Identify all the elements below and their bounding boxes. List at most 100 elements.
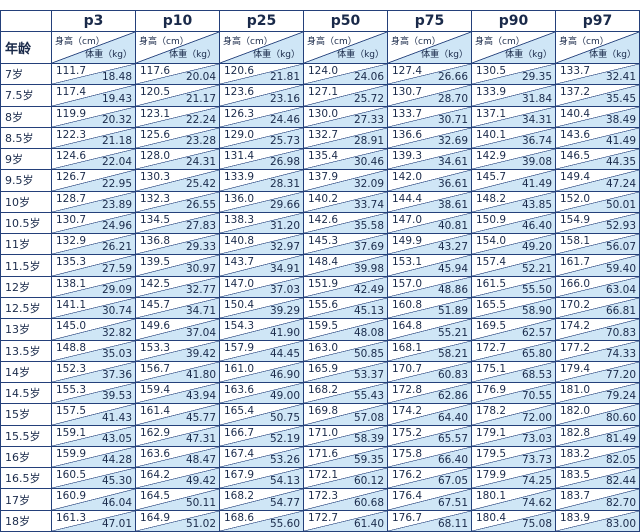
data-cell: 155.3 39.53 bbox=[52, 383, 136, 405]
height-value: 171.6 bbox=[308, 447, 339, 460]
age-cell: 17岁 bbox=[0, 489, 52, 511]
height-value: 135.3 bbox=[56, 256, 87, 269]
data-cell: 182.8 81.49 bbox=[556, 425, 640, 447]
height-value: 171.0 bbox=[308, 426, 339, 439]
height-value: 174.2 bbox=[560, 320, 591, 333]
height-value: 141.1 bbox=[56, 299, 87, 311]
height-value: 140.8 bbox=[224, 235, 255, 248]
weight-value: 37.04 bbox=[185, 326, 216, 339]
weight-value: 52.21 bbox=[521, 262, 552, 275]
weight-value: 45.77 bbox=[185, 411, 216, 424]
height-value: 125.6 bbox=[140, 128, 171, 141]
data-cell: 159.1 43.05 bbox=[52, 425, 136, 447]
weight-value: 28.91 bbox=[353, 135, 384, 148]
age-cell: 16岁 bbox=[0, 446, 52, 469]
data-cell: 176.9 70.55 bbox=[472, 383, 556, 405]
age-cell: 16.5岁 bbox=[0, 468, 52, 490]
weight-value: 46.04 bbox=[101, 496, 132, 509]
data-cell: 152.0 50.01 bbox=[556, 191, 640, 213]
height-value: 117.6 bbox=[140, 65, 171, 77]
weight-value: 42.49 bbox=[353, 283, 384, 296]
data-cell: 157.4 52.21 bbox=[472, 255, 556, 277]
height-value: 170.2 bbox=[560, 299, 591, 311]
data-cell: 176.2 67.05 bbox=[388, 468, 472, 490]
data-cell: 126.7 22.95 bbox=[52, 170, 136, 192]
height-value: 133.7 bbox=[560, 65, 591, 77]
weight-value: 44.28 bbox=[101, 454, 132, 467]
height-value: 137.1 bbox=[476, 107, 507, 120]
data-cell: 161.3 47.01 bbox=[52, 510, 136, 532]
height-value: 132.9 bbox=[56, 235, 87, 248]
weight-value: 82.05 bbox=[605, 454, 636, 467]
data-cell: 160.8 51.89 bbox=[388, 298, 472, 320]
height-value: 111.7 bbox=[56, 65, 87, 77]
weight-value: 26.66 bbox=[437, 71, 468, 84]
data-cell: 155.6 45.13 bbox=[304, 298, 388, 320]
height-value: 172.7 bbox=[476, 341, 507, 354]
height-value: 149.9 bbox=[392, 235, 423, 248]
age-cell: 13.5岁 bbox=[0, 340, 52, 362]
age-cell: 11岁 bbox=[0, 234, 52, 256]
data-cell: 161.4 45.77 bbox=[136, 404, 220, 426]
data-cell: 169.5 62.57 bbox=[472, 319, 556, 341]
height-value: 181.0 bbox=[560, 384, 591, 397]
weight-value: 34.71 bbox=[185, 305, 216, 318]
height-value: 183.9 bbox=[560, 511, 591, 524]
weight-value: 51.89 bbox=[437, 305, 468, 318]
weight-value: 43.94 bbox=[185, 390, 216, 403]
data-cell: 132.3 26.55 bbox=[136, 191, 220, 213]
age-cell: 14.5岁 bbox=[0, 383, 52, 405]
height-value: 172.7 bbox=[308, 511, 339, 524]
height-value: 179.4 bbox=[560, 362, 591, 375]
data-cell: 161.7 59.40 bbox=[556, 255, 640, 277]
height-value: 180.1 bbox=[476, 490, 507, 503]
weight-value: 53.37 bbox=[353, 369, 384, 382]
data-cell: 151.9 42.49 bbox=[304, 276, 388, 298]
height-value: 152.0 bbox=[560, 192, 591, 205]
data-cell: 154.3 41.90 bbox=[220, 319, 304, 341]
weight-label: 体重（kg） bbox=[589, 50, 636, 60]
height-value: 161.7 bbox=[560, 256, 591, 269]
height-value: 139.5 bbox=[140, 256, 171, 269]
height-value: 159.9 bbox=[56, 447, 87, 460]
data-cell: 138.3 31.20 bbox=[220, 212, 304, 235]
data-cell: 150.4 39.29 bbox=[220, 298, 304, 320]
weight-value: 46.40 bbox=[521, 220, 552, 233]
height-value: 151.9 bbox=[308, 277, 339, 290]
height-value: 130.3 bbox=[140, 171, 171, 184]
height-label: 身高（cm） bbox=[307, 37, 357, 47]
data-cell: 123.1 22.24 bbox=[136, 106, 220, 128]
weight-value: 73.03 bbox=[521, 432, 552, 445]
data-cell: 150.9 46.40 bbox=[472, 212, 556, 235]
height-value: 148.2 bbox=[476, 192, 507, 205]
height-value: 178.2 bbox=[476, 405, 507, 418]
data-cell: 168.2 54.77 bbox=[220, 489, 304, 511]
height-value: 152.3 bbox=[56, 362, 87, 375]
data-cell: 133.9 31.84 bbox=[472, 85, 556, 107]
height-value: 157.0 bbox=[392, 277, 423, 290]
data-cell: 179.9 74.25 bbox=[472, 468, 556, 490]
weight-value: 34.31 bbox=[521, 113, 552, 126]
weight-value: 51.02 bbox=[185, 517, 216, 530]
height-value: 175.1 bbox=[476, 362, 507, 375]
data-cell: 159.5 48.08 bbox=[304, 319, 388, 341]
data-cell: 156.7 41.80 bbox=[136, 361, 220, 384]
weight-value: 54.13 bbox=[269, 475, 300, 488]
weight-value: 64.40 bbox=[437, 411, 468, 424]
column-header: p97 bbox=[556, 10, 640, 32]
weight-value: 41.49 bbox=[521, 177, 552, 190]
weight-value: 29.66 bbox=[269, 198, 300, 211]
height-value: 177.2 bbox=[560, 341, 591, 354]
height-value: 150.4 bbox=[224, 299, 255, 311]
height-value: 126.3 bbox=[224, 107, 255, 120]
data-cell: 170.7 60.83 bbox=[388, 361, 472, 384]
data-cell: 137.2 35.45 bbox=[556, 85, 640, 107]
weight-value: 43.27 bbox=[437, 241, 468, 254]
data-cell: 146.5 44.35 bbox=[556, 149, 640, 171]
data-cell: 161.0 46.90 bbox=[220, 361, 304, 384]
unit-header: 身高（cm） 体重（kg） bbox=[220, 32, 304, 64]
weight-value: 73.73 bbox=[521, 454, 552, 467]
height-label: 身高（cm） bbox=[55, 37, 105, 47]
data-cell: 130.7 24.96 bbox=[52, 212, 136, 235]
